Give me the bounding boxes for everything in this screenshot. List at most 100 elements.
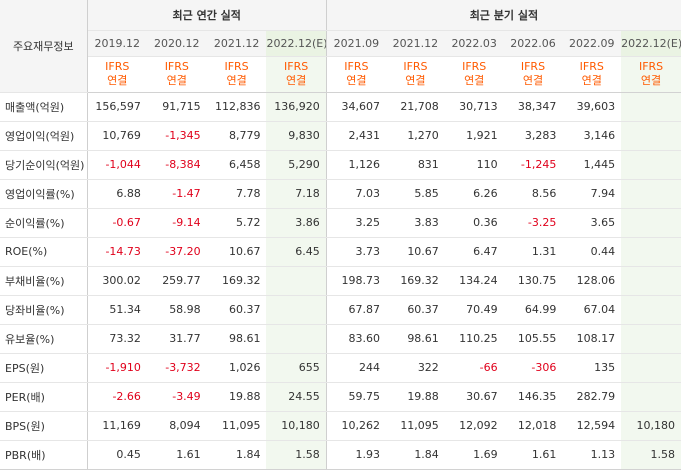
value-cell	[266, 324, 327, 354]
value-cell: 1,026	[206, 352, 267, 383]
value-cell	[621, 295, 681, 325]
value-cell: 6.45	[266, 237, 327, 267]
row-label: 매출액(억원)	[0, 92, 88, 122]
consolidation-type: 연결	[581, 74, 602, 87]
period-header: 2021.12	[206, 30, 267, 57]
value-cell: 10,769	[87, 121, 147, 151]
value-cell: 12,092	[444, 411, 504, 441]
consolidation-type: 연결	[285, 74, 307, 87]
value-cell: 19.88	[386, 382, 445, 412]
period-header: 2019.12	[87, 30, 147, 57]
value-cell: -2.66	[87, 382, 147, 412]
value-cell: 1.58	[266, 440, 327, 470]
accounting-standard: IFRS	[164, 60, 189, 73]
value-cell: 3.83	[386, 208, 445, 238]
row-label: 영업이익률(%)	[0, 178, 88, 209]
value-cell: 0.36	[444, 208, 504, 238]
value-cell: 300.02	[87, 265, 147, 296]
accounting-type-cell: IFRS 연결	[444, 56, 504, 93]
value-cell: 1,445	[562, 150, 622, 180]
period-header: 2022.12(E)	[621, 30, 681, 57]
value-cell: -8,384	[146, 150, 207, 180]
value-cell: 1.61	[146, 440, 207, 470]
value-cell	[621, 352, 681, 383]
value-cell: 1,126	[326, 150, 387, 180]
value-cell: 7.18	[266, 178, 327, 209]
value-cell	[621, 121, 681, 151]
period-header-row: 2019.12 2020.12 2021.12 2022.12(E) 2021.09 20…	[0, 30, 681, 57]
value-cell: 7.03	[326, 178, 387, 209]
value-cell	[621, 265, 681, 296]
row-label: BPS(원)	[0, 411, 88, 441]
value-cell: 98.61	[206, 324, 267, 354]
financial-data-body: 매출액(억원) 156,597 91,715 112,836 136,920 34,607…	[0, 92, 681, 470]
value-cell: 10.67	[206, 237, 267, 267]
row-label: EPS(원)	[0, 352, 88, 383]
value-cell: 0.44	[562, 237, 622, 267]
period-header: 2022.06	[503, 30, 563, 57]
value-cell: -1,345	[146, 121, 207, 151]
value-cell: -1,910	[87, 352, 147, 383]
row-label: PER(배)	[0, 382, 88, 412]
value-cell: 21,708	[386, 92, 445, 122]
value-cell: 130.75	[503, 265, 563, 296]
value-cell: 1.93	[326, 440, 387, 470]
table-row: EPS(원) -1,910 -3,732 1,026 655 244 322 -66 -306 1…	[0, 352, 681, 383]
value-cell	[266, 265, 327, 296]
row-label: PBR(배)	[0, 440, 88, 470]
value-cell: 3,146	[562, 121, 622, 151]
accounting-standard: IFRS	[638, 60, 664, 73]
value-cell: 1,921	[444, 121, 504, 151]
table-row: 당기순이익(억원) -1,044 -8,384 6,458 5,290 1,126 831 1…	[0, 150, 681, 180]
value-cell: 8,094	[146, 411, 207, 441]
consolidation-type: 연결	[346, 74, 367, 87]
accounting-standard: IFRS	[224, 60, 249, 73]
value-cell: 169.32	[206, 265, 267, 296]
accounting-type-cell: IFRS 연결	[562, 56, 622, 93]
row-label: 유보율(%)	[0, 324, 88, 354]
table-row: ROE(%) -14.73 -37.20 10.67 6.45 3.73 10.67 6.47…	[0, 237, 681, 267]
period-header: 2022.03	[444, 30, 504, 57]
value-cell: -1,245	[503, 150, 563, 180]
value-cell: 5.85	[386, 178, 445, 209]
value-cell: 136,920	[266, 92, 327, 122]
annual-group-header: 최근 연간 실적	[87, 0, 327, 31]
value-cell: 34,607	[326, 92, 387, 122]
value-cell: 67.04	[562, 295, 622, 325]
value-cell: 60.37	[206, 295, 267, 325]
table-row: PBR(배) 0.45 1.61 1.84 1.58 1.93 1.84 1.69 1.61 1.…	[0, 440, 681, 470]
value-cell: 31.77	[146, 324, 207, 354]
value-cell: 11,095	[206, 411, 267, 441]
value-cell: 10,180	[266, 411, 327, 441]
value-cell: 11,095	[386, 411, 445, 441]
value-cell: 110.25	[444, 324, 504, 354]
value-cell: -306	[503, 352, 563, 383]
value-cell: 9,830	[266, 121, 327, 151]
value-cell: 135	[562, 352, 622, 383]
value-cell: 1.84	[386, 440, 445, 470]
value-cell: 3.86	[266, 208, 327, 238]
accounting-type-cell: IFRS 연결	[621, 56, 681, 93]
consolidation-type: 연결	[166, 74, 187, 87]
value-cell: -37.20	[146, 237, 207, 267]
table-row: 영업이익률(%) 6.88 -1.47 7.78 7.18 7.03 5.85 6.26 8.5…	[0, 178, 681, 209]
accounting-standard: IFRS	[462, 60, 487, 73]
value-cell: 6,458	[206, 150, 267, 180]
value-cell: 91,715	[146, 92, 207, 122]
value-cell: 1.61	[503, 440, 563, 470]
value-cell: 244	[326, 352, 387, 383]
consolidation-type: 연결	[405, 74, 426, 87]
value-cell: 1.84	[206, 440, 267, 470]
group-header-row: 주요재무정보 최근 연간 실적 최근 분기 실적	[0, 0, 681, 93]
accounting-standard: IFRS	[344, 60, 369, 73]
value-cell: 2,431	[326, 121, 387, 151]
value-cell	[621, 208, 681, 238]
accounting-type-cell: IFRS 연결	[386, 56, 445, 93]
row-label: ROE(%)	[0, 237, 88, 267]
table-row: 유보율(%) 73.32 31.77 98.61 83.60 98.61 110.25 105…	[0, 324, 681, 354]
value-cell	[266, 295, 327, 325]
period-header: 2020.12	[146, 30, 207, 57]
value-cell	[621, 150, 681, 180]
value-cell: 30,713	[444, 92, 504, 122]
value-cell: 39,603	[562, 92, 622, 122]
